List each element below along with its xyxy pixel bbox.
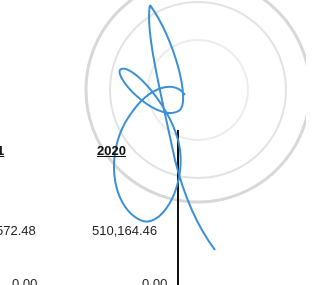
signature-loop: [114, 5, 185, 222]
stamp-and-signature: [0, 0, 306, 285]
cell-value: 572.48: [0, 223, 36, 238]
stamp-inner-ring: [110, 2, 286, 178]
cell-value: 510,164.46: [92, 223, 157, 238]
cell-value: 0.00: [142, 276, 167, 285]
column-header: 2020: [97, 143, 126, 158]
cell-value: 0.00: [12, 276, 37, 285]
column-header: 1: [0, 143, 4, 158]
document-fragment: 1 2020 572.48 510,164.46 0.00 0.00: [0, 0, 306, 285]
stamp-outer-ring: [86, 0, 306, 202]
stamp-core: [148, 40, 248, 140]
